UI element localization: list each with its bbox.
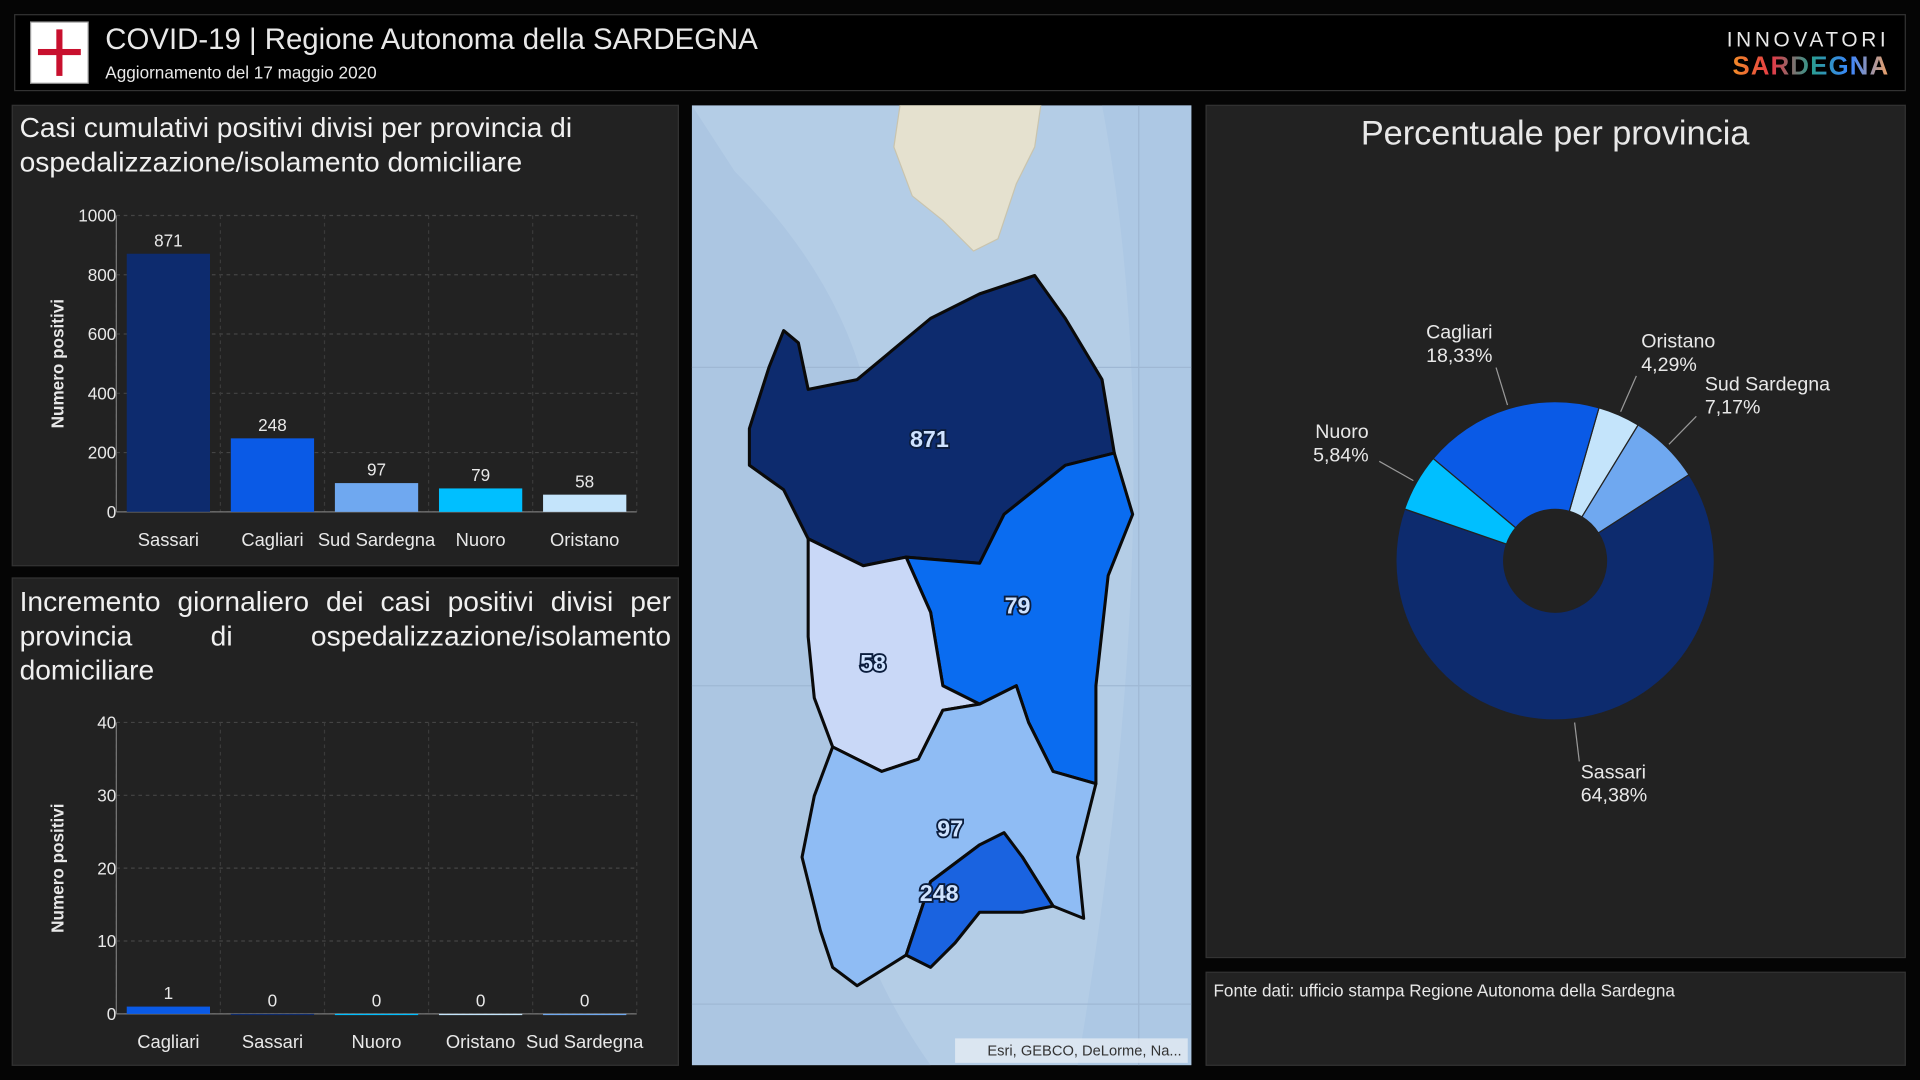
- x-tick-label: Sassari: [138, 529, 199, 550]
- y-tick-label: 40: [97, 713, 116, 733]
- pie-label-name: Oristano: [1641, 330, 1715, 352]
- panel-pie: [1205, 104, 1906, 959]
- x-tick-label: Sud Sardegna: [526, 1031, 644, 1052]
- value-label: 0: [268, 991, 278, 1011]
- pie-label-name: Sud Sardegna: [1705, 373, 1830, 395]
- y-tick-label: 20: [97, 858, 116, 878]
- x-tick-label: Nuoro: [456, 529, 506, 550]
- x-tick-label: Sassari: [242, 1031, 303, 1052]
- chart-1-title-box: Casi cumulativi positivi divisi per prov…: [19, 111, 573, 178]
- y-tick-label: 800: [88, 265, 117, 285]
- map-region-label: 58: [860, 650, 886, 676]
- y-axis-title: Numero positivi: [48, 803, 68, 932]
- pie-slice: [1395, 473, 1715, 721]
- y-tick-label: 400: [88, 383, 117, 403]
- value-label: 0: [580, 991, 590, 1011]
- logo: [30, 21, 89, 84]
- leader-line: [1495, 367, 1509, 406]
- pie-label-value: 7,17%: [1705, 397, 1761, 419]
- leader-line: [1378, 460, 1414, 482]
- chart-title: Casi cumulativi positivi divisi per prov…: [19, 111, 573, 178]
- y-tick-label: 30: [97, 785, 116, 805]
- header-panel: [14, 14, 1906, 92]
- pie-label-name: Nuoro: [1315, 421, 1368, 443]
- value-label: 1: [164, 983, 174, 1003]
- pie-label-name: Sassari: [1581, 761, 1646, 783]
- pie-label-value: 5,84%: [1313, 444, 1369, 466]
- bar: [230, 1013, 315, 1016]
- value-label: 79: [471, 465, 490, 485]
- pie-slice: [1432, 401, 1600, 529]
- x-tick-label: Nuoro: [352, 1031, 402, 1052]
- x-tick-label: Cagliari: [137, 1031, 199, 1052]
- bar: [126, 1006, 210, 1014]
- map-region-label: 248: [920, 880, 959, 906]
- value-label: 0: [372, 991, 382, 1011]
- pie-label-value: 4,29%: [1641, 354, 1697, 376]
- bar: [438, 488, 523, 512]
- x-tick-label: Sud Sardegna: [318, 529, 436, 550]
- source-text: Fonte dati: ufficio stampa Regione Auton…: [1213, 981, 1675, 1001]
- panel-bar-2: [11, 577, 679, 1066]
- panel-source: [1205, 971, 1906, 1066]
- brand-top: INNOVATORI: [1727, 29, 1890, 52]
- leader-line: [1668, 415, 1697, 445]
- y-tick-label: 200: [88, 443, 117, 463]
- y-tick-label: 0: [107, 502, 117, 522]
- map-region-label: 79: [1005, 592, 1031, 618]
- bar: [438, 1013, 523, 1016]
- header-subtitle: Aggiornamento del 17 maggio 2020: [105, 62, 376, 82]
- pie-label-name: Cagliari: [1426, 322, 1492, 344]
- value-label: 0: [476, 991, 486, 1011]
- bar: [543, 494, 627, 512]
- x-tick-label: Cagliari: [241, 529, 303, 550]
- chart-2-title-box: Incremento giornaliero dei casi positivi…: [19, 585, 672, 686]
- pie-label-value: 64,38%: [1581, 785, 1647, 807]
- value-label: 58: [575, 471, 594, 491]
- y-tick-label: 0: [107, 1004, 117, 1024]
- value-label: 248: [258, 415, 287, 435]
- map-attribution: Esri, GEBCO, DeLorme, Na...: [987, 1044, 1181, 1060]
- bar: [230, 438, 315, 512]
- bar: [334, 1013, 419, 1016]
- header-title: COVID-19 | Regione Autonoma della SARDEG…: [105, 23, 758, 56]
- bar: [334, 483, 419, 512]
- bar: [543, 1013, 627, 1016]
- y-axis-title: Numero positivi: [48, 299, 68, 428]
- map-region-label: 871: [910, 426, 949, 452]
- leader-line: [1620, 375, 1637, 412]
- pie-label-value: 18,33%: [1426, 345, 1492, 367]
- value-label: 871: [154, 230, 183, 250]
- y-tick-label: 1000: [78, 206, 116, 226]
- x-tick-label: Oristano: [446, 1031, 515, 1052]
- map: [691, 105, 1192, 1066]
- leader-line: [1573, 722, 1580, 762]
- chart-title: Incremento giornaliero dei casi positivi…: [19, 585, 672, 686]
- x-tick-label: Oristano: [550, 529, 619, 550]
- y-tick-label: 600: [88, 324, 117, 344]
- map-region-label: 97: [937, 815, 963, 841]
- value-label: 97: [367, 460, 386, 480]
- brand-bottom: SARDEGNA: [1732, 53, 1889, 81]
- chart-title: Percentuale per provincia: [1361, 114, 1751, 152]
- bar: [126, 253, 210, 512]
- y-tick-label: 10: [97, 931, 116, 951]
